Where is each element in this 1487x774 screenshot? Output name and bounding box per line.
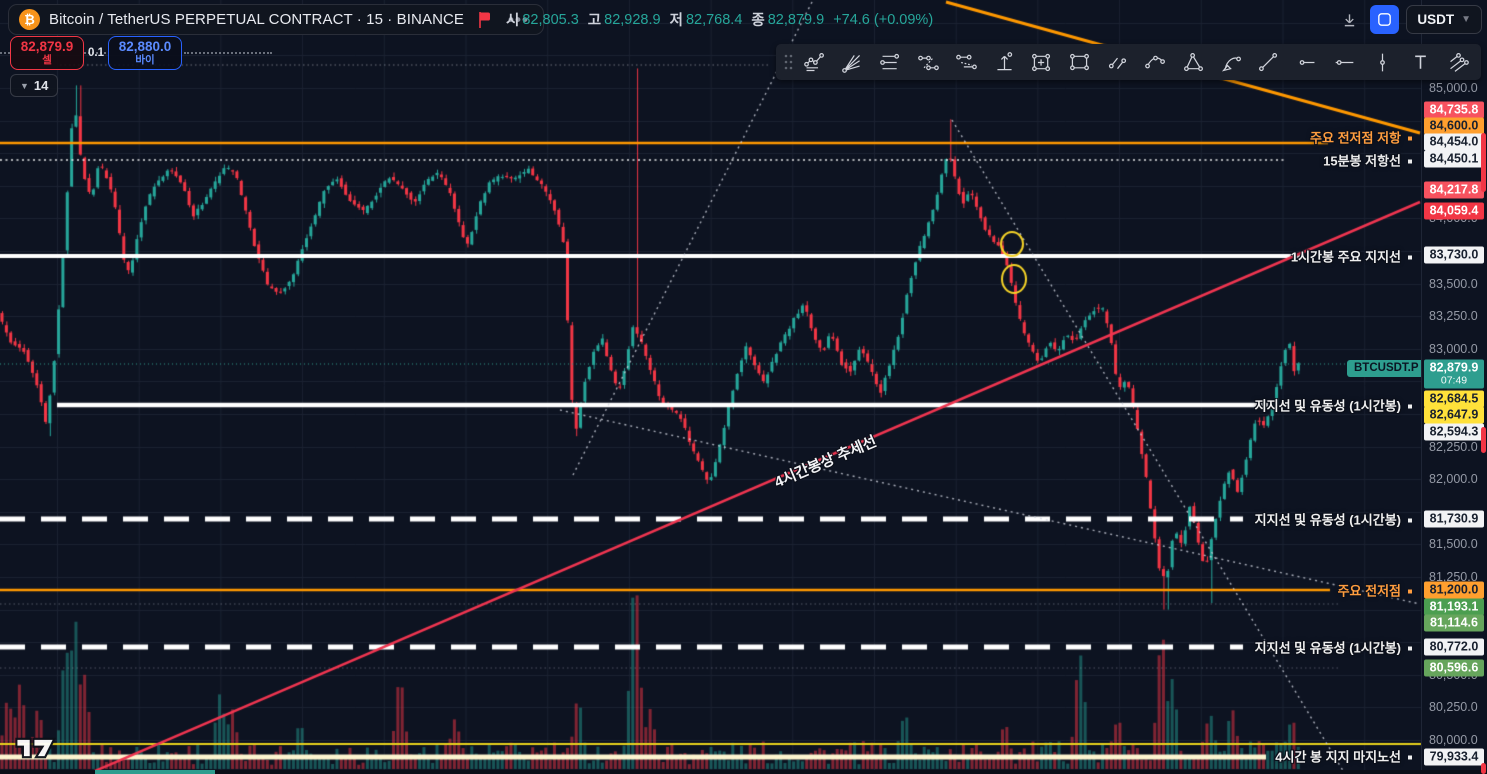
level-annotation: 주요 전저점 저항: [1310, 128, 1412, 147]
spread-value: 0.1: [88, 47, 104, 59]
tool-horizontal-line-icon[interactable]: [1326, 44, 1364, 80]
session-segment: [95, 770, 215, 774]
tool-text-icon[interactable]: [1401, 44, 1439, 80]
ohlc-readout: 시 82,805.3 고 82,928.9 저 82,768.4 종 82,879.9 …: [506, 11, 934, 30]
tool-trend-line-icon[interactable]: [1250, 44, 1288, 80]
price-label: 81,193.1: [1424, 598, 1484, 616]
spread-dotted-line: [84, 52, 106, 54]
axis-tick: 82,250.0: [1429, 439, 1478, 454]
symbol-button[interactable]: ₿ Bitcoin / TetherUS PERPETUAL CONTRACT …: [8, 4, 544, 35]
axis-tick: 80,000.0: [1429, 733, 1478, 747]
tool-rectangle-icon[interactable]: [1061, 44, 1099, 80]
axis-tick: 83,000.0: [1429, 341, 1478, 356]
price-label: 84,600.0: [1424, 117, 1484, 135]
chevron-down-icon: ▼: [1461, 14, 1471, 25]
current-price: 82,879.9: [1429, 360, 1479, 375]
bitcoin-logo-icon: ₿: [16, 6, 40, 30]
tool-curve-icon[interactable]: [1137, 44, 1175, 80]
toolbar-drag-handle[interactable]: [780, 53, 796, 71]
sell-label: 셀: [42, 53, 52, 66]
buy-price: 82,880.0: [118, 39, 172, 55]
buy-button[interactable]: 82,880.0 바이: [108, 36, 182, 70]
spread-dotted-line: [0, 52, 10, 54]
price-label: 83,730.0: [1424, 246, 1484, 264]
indicator-count-dropdown[interactable]: ▼ 14: [10, 74, 59, 97]
price-label: 84,217.8: [1424, 181, 1484, 199]
scale-marker: [1481, 427, 1486, 453]
level-annotation: 주요 전저점: [1338, 581, 1412, 600]
bar-countdown: 07:49: [1440, 374, 1468, 387]
axis-tick: 85,000.0: [1429, 81, 1478, 95]
axis-tick: 81,250.0: [1429, 570, 1478, 584]
current-price-label: 82,879.9 07:49: [1424, 359, 1484, 389]
scale-marker: [1481, 133, 1486, 192]
price-label: 80,596.6: [1424, 659, 1484, 677]
currency-value: USDT: [1417, 12, 1455, 27]
sell-button[interactable]: 82,879.9 셀: [10, 36, 84, 70]
price-label: 81,200.0: [1424, 581, 1484, 599]
level-annotation: 지지선 및 유동성 (1시간봉): [1255, 638, 1412, 657]
level-annotation: 15분봉 저항선: [1323, 151, 1412, 170]
tool-fib-channel-icon[interactable]: [947, 44, 985, 80]
symbol-price-tag: BTCUSDT.P: [1347, 360, 1426, 377]
price-axis[interactable]: 85,000.084,000.083,500.083,250.083,000.0…: [1421, 0, 1487, 770]
tool-triangle-icon[interactable]: [1174, 44, 1212, 80]
tradingview-logo-icon[interactable]: [13, 731, 59, 770]
flag-icon[interactable]: [477, 11, 493, 29]
trade-panel: 82,879.9 셀 0.1 82,880.0 바이: [10, 36, 182, 70]
tool-disjoint-channel-icon[interactable]: [1439, 44, 1477, 80]
spread-dotted-line: [184, 52, 272, 54]
buy-label: 바이: [135, 53, 155, 66]
price-label: 81,730.9: [1424, 510, 1484, 528]
price-label: 82,647.9: [1424, 406, 1484, 424]
tool-horizontal-ray-icon[interactable]: [1288, 44, 1326, 80]
tool-pitchfork-icon[interactable]: [834, 44, 872, 80]
axis-tick: 80,250.0: [1429, 700, 1478, 715]
change-readout: +74.6 (+0.09%): [833, 11, 934, 28]
axis-tick: 82,000.0: [1429, 472, 1478, 487]
more-options-icon[interactable]: •••: [508, 9, 529, 29]
level-annotation: 1시간봉 주요 지지선: [1291, 247, 1412, 266]
axis-tick: 81,500.0: [1429, 537, 1478, 552]
level-annotation: 지지선 및 유동성 (1시간봉): [1255, 396, 1412, 415]
fullscreen-button[interactable]: [1370, 5, 1400, 34]
level-annotation: 지지선 및 유동성 (1시간봉): [1255, 510, 1412, 529]
price-label: 80,772.0: [1424, 638, 1484, 656]
indicator-count: 14: [33, 78, 49, 93]
currency-dropdown[interactable]: USDT ▼: [1406, 5, 1482, 34]
price-label: 81,114.6: [1424, 614, 1484, 632]
price-label: 82,684.5: [1424, 390, 1484, 408]
price-label: 84,059.4: [1424, 202, 1484, 220]
axis-tick: 83,500.0: [1429, 276, 1478, 291]
tool-projection-icon[interactable]: [1023, 44, 1061, 80]
axis-tick: 83,250.0: [1429, 309, 1478, 324]
price-label: 84,735.8: [1424, 101, 1484, 119]
tool-fib-retracement-icon[interactable]: [872, 44, 910, 80]
level-annotation: 4시간 봉 지지 마지노선: [1275, 747, 1412, 766]
scale-marker: [1481, 763, 1486, 774]
price-label: 84,450.1: [1424, 150, 1484, 168]
tool-trend-based-fib-icon[interactable]: [909, 44, 947, 80]
top-bar: ₿ Bitcoin / TetherUS PERPETUAL CONTRACT …: [0, 0, 1487, 40]
drawing-toolbar: [776, 44, 1481, 80]
tool-parallel-slash-icon[interactable]: [1099, 44, 1137, 80]
tool-polyline-icon[interactable]: [796, 44, 834, 80]
tool-vertical-line-icon[interactable]: [1364, 44, 1402, 80]
chevron-down-icon: ▼: [20, 80, 29, 91]
bottom-strip: [0, 770, 1487, 774]
download-button[interactable]: [1336, 6, 1363, 34]
tool-date-price-range-icon[interactable]: [985, 44, 1023, 80]
tool-brush-arc-icon[interactable]: [1212, 44, 1250, 80]
sell-price: 82,879.9: [20, 39, 74, 55]
symbol-title: Bitcoin / TetherUS PERPETUAL CONTRACT · …: [49, 11, 465, 28]
price-label: 79,933.4: [1424, 748, 1484, 766]
price-label: 84,454.0: [1424, 133, 1484, 151]
price-label: 82,594.3: [1424, 423, 1484, 441]
